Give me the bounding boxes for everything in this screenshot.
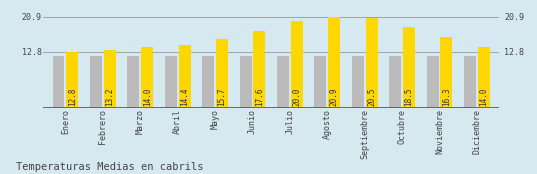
Bar [277, 56, 289, 108]
Bar [179, 45, 191, 108]
Text: 20.5: 20.5 [367, 88, 376, 106]
Text: 16.3: 16.3 [442, 88, 451, 106]
Bar [141, 47, 153, 108]
Text: 15.7: 15.7 [217, 88, 227, 106]
Bar [366, 18, 378, 108]
Text: 20.0: 20.0 [292, 88, 301, 106]
Bar [464, 56, 476, 108]
Text: 14.0: 14.0 [480, 88, 488, 106]
Text: 14.0: 14.0 [143, 88, 151, 106]
Text: 17.6: 17.6 [255, 88, 264, 106]
Bar [202, 56, 214, 108]
Bar [352, 56, 364, 108]
Bar [426, 56, 439, 108]
Bar [165, 56, 177, 108]
Bar [478, 47, 490, 108]
Bar [127, 56, 139, 108]
Bar [67, 52, 78, 108]
Text: 18.5: 18.5 [404, 88, 413, 106]
Bar [53, 56, 64, 108]
Bar [314, 56, 326, 108]
Bar [253, 31, 265, 108]
Text: 14.4: 14.4 [180, 88, 189, 106]
Bar [328, 17, 340, 108]
Text: 20.9: 20.9 [330, 88, 339, 106]
Bar [291, 21, 303, 108]
Bar [389, 56, 401, 108]
Bar [216, 39, 228, 108]
Bar [403, 27, 415, 108]
Bar [104, 50, 116, 108]
Bar [440, 37, 453, 108]
Text: 12.8: 12.8 [68, 88, 77, 106]
Text: Temperaturas Medias en cabrils: Temperaturas Medias en cabrils [16, 162, 204, 172]
Bar [240, 56, 251, 108]
Bar [90, 56, 102, 108]
Text: 13.2: 13.2 [105, 88, 114, 106]
